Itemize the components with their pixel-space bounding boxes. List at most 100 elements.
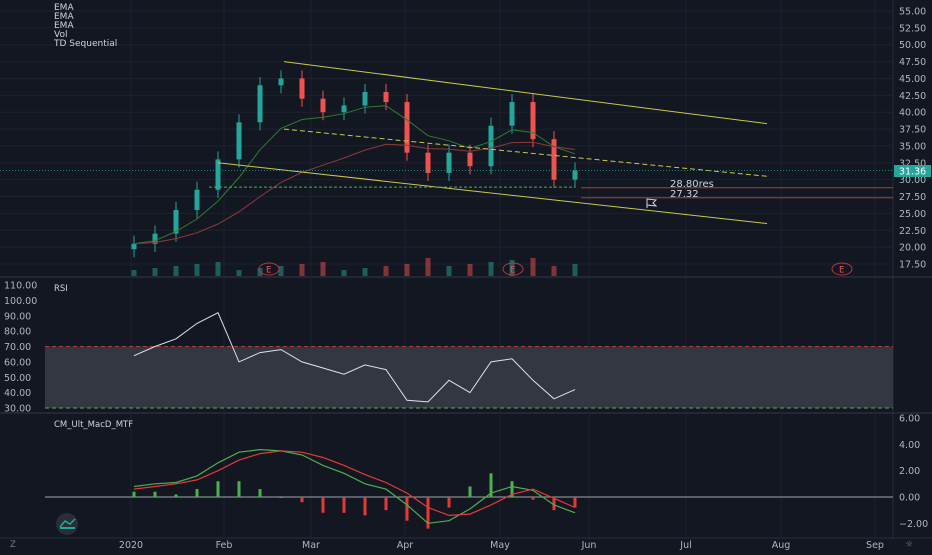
candle-body[interactable] xyxy=(131,243,137,250)
candle-body[interactable] xyxy=(530,102,536,140)
macd-axis-label: 0.00 xyxy=(899,493,920,504)
volume-bar xyxy=(572,264,578,276)
last-price-tag xyxy=(894,165,931,177)
volume-bar xyxy=(194,264,200,276)
legend-ema-1[interactable]: EMA xyxy=(54,3,74,13)
volume-bar xyxy=(383,266,389,276)
time-axis-label: Jun xyxy=(581,540,597,550)
candle-body[interactable] xyxy=(341,105,347,113)
earnings-marker-2-label: E xyxy=(510,266,515,276)
price-axis-label: 55.00 xyxy=(899,7,926,18)
candle-body[interactable] xyxy=(446,152,452,173)
price-axis-label: 47.50 xyxy=(899,57,926,68)
flag-icon[interactable] xyxy=(646,198,658,208)
time-axis-label: 2020 xyxy=(119,540,143,550)
rsi-axis-label: 30.00 xyxy=(4,404,31,415)
macd-signal-line[interactable] xyxy=(133,450,576,517)
volume-bar xyxy=(467,264,473,276)
volume-bar xyxy=(299,264,305,276)
channel-upper-trendline[interactable] xyxy=(283,61,768,125)
candle-body[interactable] xyxy=(152,233,158,244)
macd-pane[interactable] xyxy=(45,448,893,529)
candle-body[interactable] xyxy=(257,85,263,123)
axes: 2020 Feb Mar Apr May Jun Jul Aug Sep 55.00 52.50 50… xyxy=(4,7,928,552)
indicator-legend[interactable]: EMA EMA EMA Vol TD Sequential xyxy=(53,3,117,49)
legend-vol[interactable]: Vol xyxy=(54,30,67,40)
macd-histogram-bar xyxy=(300,497,304,503)
macd-line[interactable] xyxy=(133,448,576,524)
candle-body[interactable] xyxy=(194,189,200,211)
volume-bar xyxy=(215,262,221,276)
candle-body[interactable] xyxy=(236,122,242,160)
legend-ema-2[interactable]: EMA xyxy=(54,12,74,22)
legend-ema-3[interactable]: EMA xyxy=(54,21,74,31)
ema-slow-line[interactable] xyxy=(133,141,576,245)
macd-histogram-bar xyxy=(279,497,283,498)
rsi-pane-label[interactable]: RSI xyxy=(54,284,68,294)
resistance-level-label[interactable]: 28.80res xyxy=(670,179,714,190)
candle-body[interactable] xyxy=(488,125,494,167)
candle-body[interactable] xyxy=(572,170,578,180)
earnings-marker-1[interactable]: E xyxy=(258,262,280,276)
candle-body[interactable] xyxy=(509,102,515,126)
earnings-marker-3[interactable]: E xyxy=(831,262,853,276)
macd-histogram-bar xyxy=(258,489,262,497)
macd-histogram-bar xyxy=(447,497,451,508)
price-axis-label: 32.50 xyxy=(899,158,926,169)
rsi-axis-label: 80.00 xyxy=(4,327,31,338)
price-axis-label: 27.50 xyxy=(899,192,926,203)
volume-bar xyxy=(152,268,158,276)
price-axis-label: 25.00 xyxy=(899,209,926,220)
volume-bar xyxy=(530,258,536,276)
earnings-marker-2[interactable]: E xyxy=(502,262,524,276)
rsi-axis-label: 40.00 xyxy=(4,388,31,399)
legend-td-sequential[interactable]: TD Sequential xyxy=(53,39,117,49)
candle-body[interactable] xyxy=(383,91,389,103)
channel-mid-trendline[interactable] xyxy=(283,128,768,177)
macd-histogram-bar xyxy=(384,497,388,511)
candle-body[interactable] xyxy=(467,152,473,167)
price-axis-label: 22.50 xyxy=(899,226,926,237)
candle-body[interactable] xyxy=(299,78,305,99)
time-axis-label: May xyxy=(490,540,510,550)
volume-bar xyxy=(488,262,494,276)
macd-pane-label[interactable]: CM_Ult_MacD_MTF xyxy=(54,420,133,430)
rsi-axis-label: 100.00 xyxy=(4,296,37,307)
rsi-line[interactable] xyxy=(133,312,576,403)
last-price-value: 31.36 xyxy=(899,167,926,178)
time-axis-label: Jul xyxy=(679,540,691,550)
candle-body[interactable] xyxy=(215,159,221,190)
rsi-pane[interactable] xyxy=(45,312,893,409)
candle-body[interactable] xyxy=(404,102,410,153)
volume-bar xyxy=(446,266,452,276)
zoom-icon[interactable]: Z xyxy=(10,540,16,550)
earnings-marker-1-label: E xyxy=(266,266,271,276)
volume-bar xyxy=(131,270,137,276)
candle-body[interactable] xyxy=(425,152,431,173)
ema-line[interactable] xyxy=(133,105,576,245)
macd-histogram-bar xyxy=(426,497,430,529)
candle-body[interactable] xyxy=(551,139,557,180)
support-level-label[interactable]: 27.32 xyxy=(670,189,699,200)
price-pane[interactable] xyxy=(0,61,893,276)
macd-histogram-bar xyxy=(342,497,346,513)
volume-bar xyxy=(320,262,326,276)
price-axis-label: 50.00 xyxy=(899,40,926,51)
settings-icon[interactable]: ☼ xyxy=(905,540,913,550)
candle-body[interactable] xyxy=(173,210,179,234)
candle-body[interactable] xyxy=(278,78,284,86)
channel-lower-trendline[interactable] xyxy=(217,162,768,225)
rsi-axis-label: 90.00 xyxy=(4,311,31,322)
volume-bar xyxy=(551,266,557,276)
macd-histogram-bar xyxy=(237,481,241,497)
price-axis-label: 30.00 xyxy=(899,175,926,186)
time-axis-label: Feb xyxy=(216,540,233,550)
time-axis-label: Sep xyxy=(866,540,884,550)
candle-body[interactable] xyxy=(362,91,368,106)
rsi-band-fill xyxy=(45,346,893,408)
macd-histogram-bar xyxy=(510,481,514,497)
indicator-logo-icon[interactable] xyxy=(56,513,78,535)
candle-body[interactable] xyxy=(320,98,326,113)
